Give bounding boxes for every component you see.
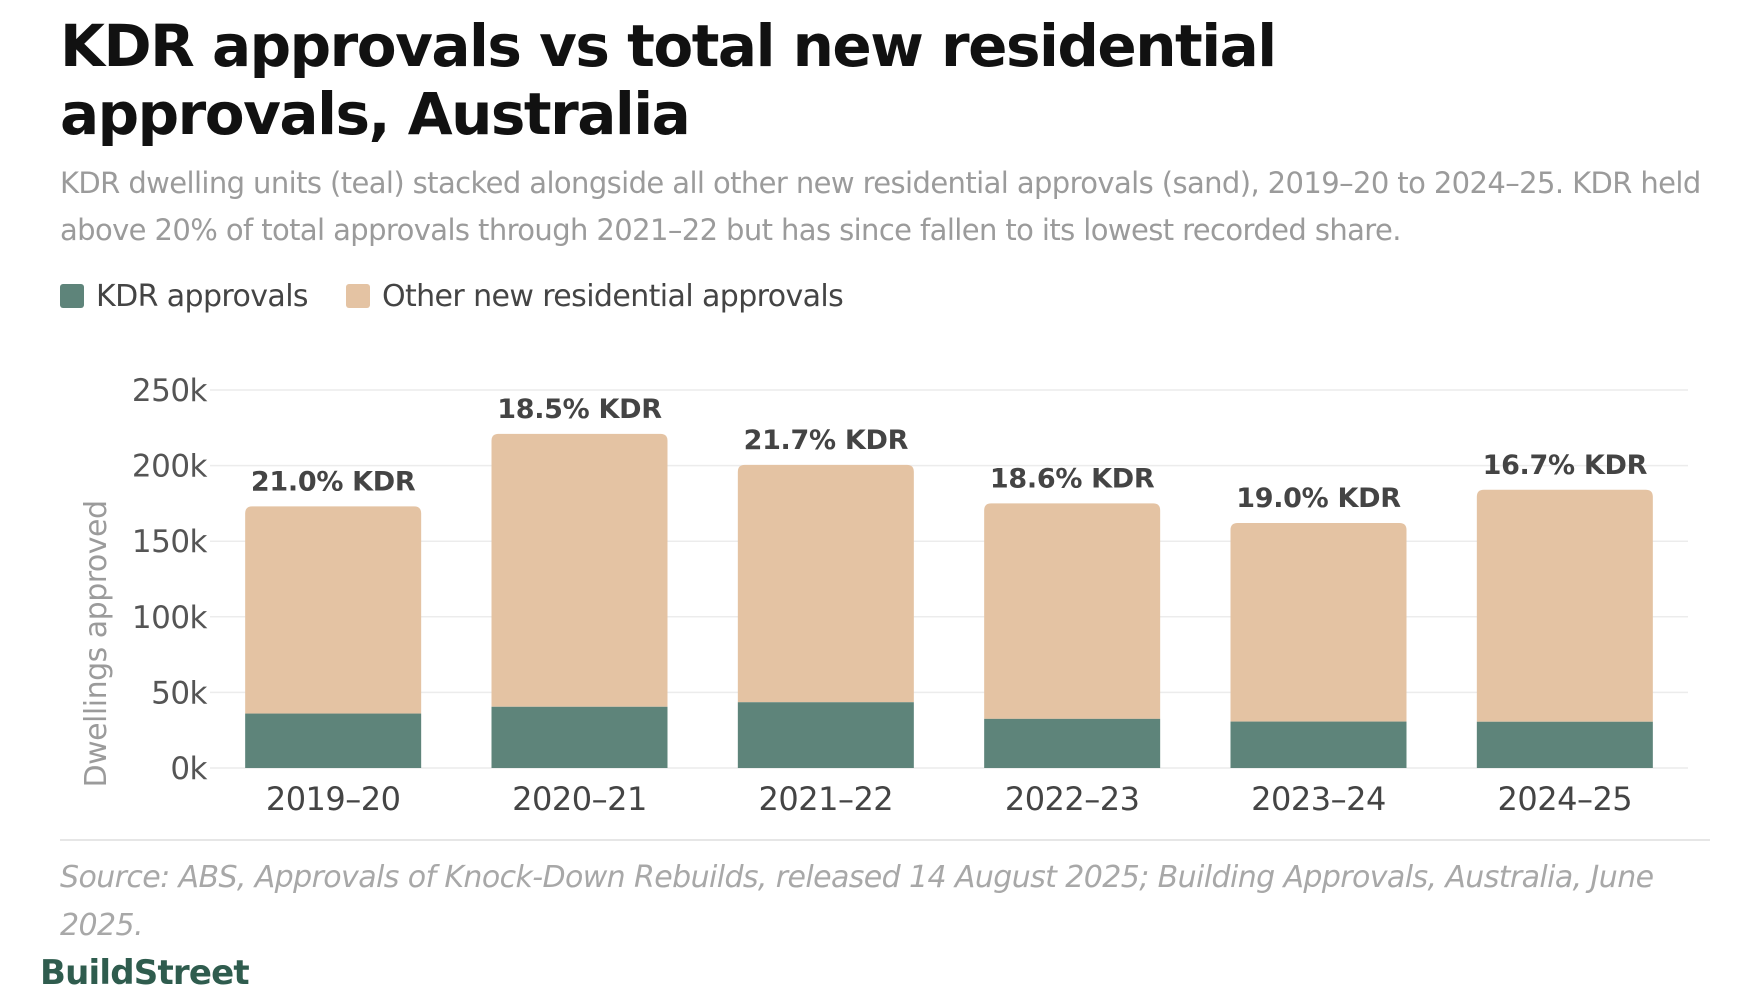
legend-item-kdr: KDR approvals [60, 278, 309, 314]
x-tick-label-3: 2022–23 [1005, 780, 1140, 818]
y-tick-label: 0k [170, 751, 207, 787]
data-label-1: 18.5% KDR [497, 394, 662, 425]
bar-kdr-4 [1230, 721, 1407, 768]
y-axis-label: Dwellings approved [79, 500, 114, 787]
data-label-5: 16.7% KDR [1483, 450, 1648, 481]
data-label-2: 21.7% KDR [744, 425, 909, 456]
legend-swatch-kdr [60, 284, 84, 308]
data-labels: 21.0% KDR 18.5% KDR 21.7% KDR 18.6% KDR 19.0… [251, 394, 1648, 514]
legend-item-other: Other new residential approvals [345, 278, 844, 314]
bar-kdr-0 [245, 713, 422, 768]
x-tick-label-1: 2020–21 [512, 780, 647, 818]
y-tick-label: 100k [132, 600, 208, 636]
y-tick-label: 50k [151, 675, 207, 711]
data-label-3: 18.6% KDR [990, 463, 1155, 494]
bar-kdr-2 [737, 702, 914, 768]
x-tick-label-5: 2024–25 [1498, 780, 1633, 818]
bar-other-4 [1230, 523, 1407, 722]
y-axis-ticks: 0k 50k 100k 150k 200k 250k [132, 373, 208, 787]
legend-swatch-other [345, 284, 370, 308]
bar-other-1 [491, 433, 668, 707]
bar-other-5 [1476, 489, 1653, 722]
chart-subtitle: KDR dwelling units (teal) stacked alongs… [60, 166, 1701, 247]
source-note: Source: ABS, Approvals of Knock-Down Reb… [60, 860, 1654, 943]
bar-kdr-3 [984, 718, 1161, 768]
y-tick-label: 150k [132, 524, 208, 560]
y-tick-label: 250k [132, 373, 208, 409]
chart-title: KDR approvals vs total new residential a… [60, 12, 1277, 148]
bar-other-0 [245, 506, 422, 714]
x-tick-label-4: 2023–24 [1251, 780, 1386, 818]
data-label-4: 19.0% KDR [1236, 483, 1401, 514]
bar-other-3 [984, 503, 1161, 719]
grid-lines [210, 389, 1688, 769]
x-tick-label-0: 2019–20 [266, 780, 401, 818]
brand-logo: BuildStreet [40, 953, 250, 993]
x-tick-label-2: 2021–22 [759, 780, 894, 818]
y-tick-label: 200k [132, 449, 208, 485]
legend-label-kdr: KDR approvals [96, 278, 309, 314]
x-axis-ticks: 2019–20 2020–21 2021–22 2022–23 2023–24 2024–… [266, 780, 1633, 818]
legend-label-other: Other new residential approvals [381, 278, 844, 314]
footer-divider [60, 839, 1710, 841]
bar-kdr-1 [491, 706, 668, 768]
chart-legend: KDR approvals Other new residential appr… [60, 276, 881, 316]
bar-kdr-5 [1476, 721, 1653, 768]
bar-other-2 [737, 464, 914, 703]
bars [245, 433, 1653, 768]
data-label-0: 21.0% KDR [251, 466, 416, 497]
